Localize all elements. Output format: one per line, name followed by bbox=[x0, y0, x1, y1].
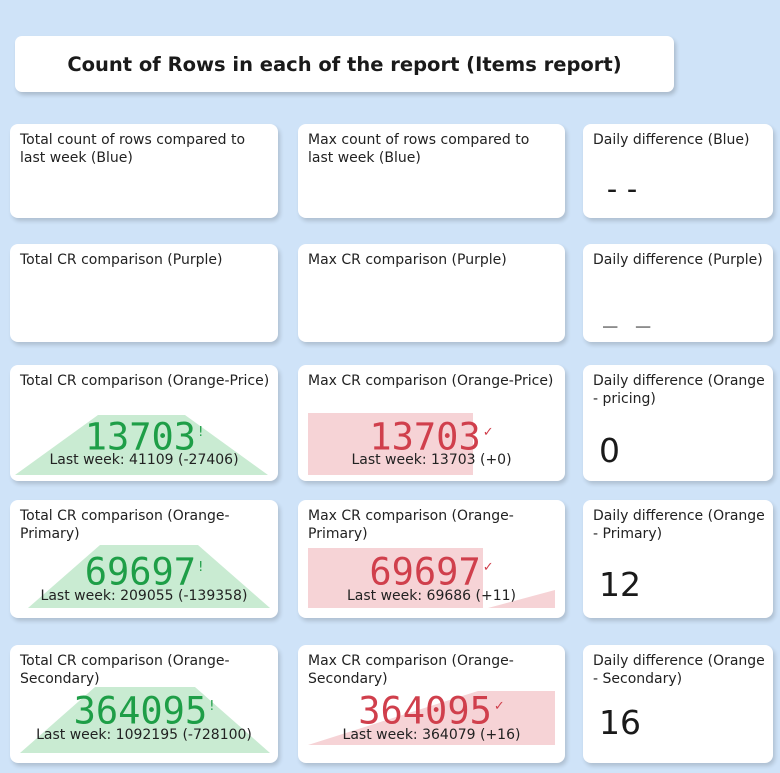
kpi-card-total-purple[interactable]: Total CR comparison (Purple) bbox=[10, 244, 278, 342]
sparkline-area bbox=[28, 545, 270, 608]
kpi-card-max-purple[interactable]: Max CR comparison (Purple) bbox=[298, 244, 565, 342]
card-title: Daily difference (Purple) bbox=[593, 252, 763, 268]
last-week-label: Last week: 209055 (-139358) bbox=[40, 588, 248, 604]
card-title: Total CR comparison (Orange-Price) bbox=[20, 373, 270, 389]
card-title: Daily difference (Orange - Primary) bbox=[593, 508, 765, 542]
kpi-card-max-orange-secondary[interactable]: Max CR comparison (Orange-Secondary) 364… bbox=[298, 645, 565, 763]
kpi-card-daily-purple[interactable]: Daily difference (Purple) _ _ bbox=[583, 244, 773, 342]
daily-difference-value: -- bbox=[603, 172, 644, 207]
card-title: Max CR comparison (Orange-Primary) bbox=[308, 508, 514, 542]
card-title: Total CR comparison (Orange-Secondary) bbox=[20, 653, 230, 687]
card-title: Daily difference (Orange - pricing) bbox=[593, 373, 765, 407]
daily-difference-value: 12 bbox=[599, 565, 641, 604]
card-title: Total CR comparison (Purple) bbox=[20, 252, 223, 268]
daily-difference-value: _ _ bbox=[603, 300, 653, 328]
check-icon: ✓ bbox=[482, 560, 494, 575]
kpi-card-total-orange-secondary[interactable]: Total CR comparison (Orange-Secondary) 3… bbox=[10, 645, 278, 763]
kpi-value: 13703! bbox=[84, 415, 204, 459]
warning-icon: ! bbox=[209, 699, 215, 714]
card-title: Max CR comparison (Orange-Price) bbox=[308, 373, 554, 389]
card-title: Max count of rows compared to last week … bbox=[308, 132, 530, 166]
kpi-value: 69697! bbox=[84, 550, 204, 594]
kpi-card-total-blue[interactable]: Total count of rows compared to last wee… bbox=[10, 124, 278, 218]
card-title: Daily difference (Blue) bbox=[593, 132, 750, 148]
last-week-label: Last week: 13703 (+0) bbox=[351, 452, 512, 468]
sparkline-area bbox=[308, 413, 473, 475]
kpi-card-daily-orange-price[interactable]: Daily difference (Orange - pricing) 0 bbox=[583, 365, 773, 481]
daily-difference-value: 16 bbox=[599, 703, 641, 742]
sparkline-area bbox=[20, 687, 270, 753]
sparkline-area bbox=[308, 691, 555, 745]
kpi-card-daily-orange-secondary[interactable]: Daily difference (Orange - Secondary) 16 bbox=[583, 645, 773, 763]
card-title: Daily difference (Orange - Secondary) bbox=[593, 653, 765, 687]
kpi-card-max-orange-price[interactable]: Max CR comparison (Orange-Price) 13703 ✓ … bbox=[298, 365, 565, 481]
kpi-card-total-orange-price[interactable]: Total CR comparison (Orange-Price) 13703… bbox=[10, 365, 278, 481]
kpi-card-max-blue[interactable]: Max count of rows compared to last week … bbox=[298, 124, 565, 218]
card-title: Max CR comparison (Purple) bbox=[308, 252, 507, 268]
sparkline-area bbox=[308, 548, 555, 608]
sparkline-area bbox=[15, 415, 268, 475]
kpi-value: 69697 ✓ bbox=[369, 550, 494, 594]
check-icon: ✓ bbox=[482, 425, 494, 440]
kpi-value: 364095 ✓ bbox=[358, 689, 505, 733]
card-title: Total count of rows compared to last wee… bbox=[20, 132, 246, 166]
kpi-value: 13703 ✓ bbox=[369, 415, 494, 459]
warning-icon: ! bbox=[198, 560, 204, 575]
last-week-label: Last week: 364079 (+16) bbox=[342, 727, 521, 743]
warning-icon: ! bbox=[198, 425, 204, 440]
page-title: Count of Rows in each of the report (Ite… bbox=[15, 36, 674, 92]
kpi-card-daily-orange-primary[interactable]: Daily difference (Orange - Primary) 12 bbox=[583, 500, 773, 618]
last-week-label: Last week: 41109 (-27406) bbox=[49, 452, 239, 468]
daily-difference-value: 0 bbox=[599, 431, 620, 470]
kpi-card-daily-blue[interactable]: Daily difference (Blue) -- bbox=[583, 124, 773, 218]
card-title: Total CR comparison (Orange-Primary) bbox=[20, 508, 230, 542]
last-week-label: Last week: 1092195 (-728100) bbox=[36, 727, 252, 743]
check-icon: ✓ bbox=[493, 699, 505, 714]
kpi-value: 364095! bbox=[73, 689, 215, 733]
last-week-label: Last week: 69686 (+11) bbox=[346, 588, 517, 604]
kpi-card-max-orange-primary[interactable]: Max CR comparison (Orange-Primary) 69697… bbox=[298, 500, 565, 618]
card-title: Max CR comparison (Orange-Secondary) bbox=[308, 653, 514, 687]
kpi-card-total-orange-primary[interactable]: Total CR comparison (Orange-Primary) 696… bbox=[10, 500, 278, 618]
